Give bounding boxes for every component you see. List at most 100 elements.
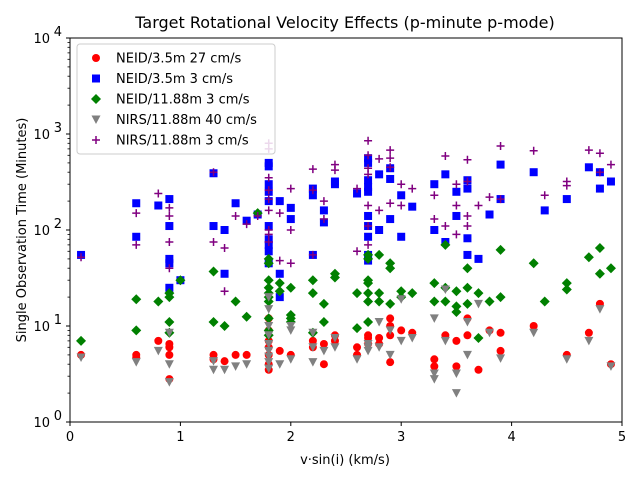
data-point — [451, 306, 462, 317]
data-point — [264, 230, 273, 239]
data-point — [452, 336, 461, 345]
y-tick-exponent: 4 — [54, 25, 62, 40]
data-point — [165, 343, 174, 352]
data-point — [264, 358, 274, 367]
data-point — [606, 362, 616, 371]
data-point — [374, 318, 384, 327]
data-point — [132, 209, 141, 218]
data-point — [353, 247, 362, 256]
data-point — [463, 211, 472, 220]
data-point — [165, 264, 174, 273]
data-point — [264, 162, 273, 171]
data-point — [231, 362, 241, 371]
data-point — [165, 254, 174, 263]
data-point — [352, 323, 363, 334]
x-axis-label: v·sin(i) (km/s) — [300, 453, 390, 468]
data-point — [473, 332, 484, 343]
data-point — [385, 326, 395, 335]
data-point — [375, 206, 384, 215]
y-tick-label: 10 — [33, 224, 50, 239]
data-point — [264, 364, 274, 374]
data-point — [495, 244, 506, 255]
data-point — [208, 317, 219, 328]
data-point — [429, 314, 439, 323]
data-point — [440, 285, 450, 294]
data-point — [253, 211, 262, 220]
data-point — [308, 191, 317, 200]
data-point — [495, 292, 506, 303]
data-point — [451, 301, 462, 312]
data-point — [540, 206, 549, 215]
data-point — [594, 268, 605, 279]
data-point — [451, 369, 461, 379]
data-point — [485, 328, 495, 338]
data-point — [462, 298, 473, 309]
data-point — [584, 146, 593, 155]
data-point — [264, 237, 273, 246]
x-tick-label: 4 — [507, 430, 515, 445]
data-point — [606, 160, 615, 169]
data-point — [584, 163, 593, 172]
data-point — [562, 195, 571, 204]
legend-marker — [92, 54, 100, 62]
data-point — [385, 263, 396, 274]
data-point — [353, 189, 362, 198]
data-point — [132, 240, 141, 249]
data-point — [319, 346, 329, 356]
data-point — [275, 346, 284, 355]
data-point — [440, 239, 451, 250]
data-point — [462, 350, 472, 360]
data-point — [452, 180, 461, 189]
legend-label: NEID/11.88m 3 cm/s — [116, 93, 250, 108]
data-point — [441, 151, 450, 160]
data-point — [76, 335, 87, 346]
data-point — [219, 321, 230, 331]
x-tick-label: 2 — [287, 430, 295, 445]
data-point — [463, 155, 472, 164]
data-point — [463, 250, 472, 259]
data-point — [264, 293, 274, 302]
data-point — [264, 195, 273, 204]
data-point — [364, 222, 373, 231]
data-point — [364, 211, 373, 220]
data-point — [209, 168, 218, 177]
data-point — [529, 168, 538, 177]
data-point — [364, 158, 373, 167]
legend: NEID/3.5m 27 cm/s NEID/3.5m 3 cm/s NEID/11… — [76, 43, 276, 155]
data-point — [396, 295, 406, 304]
data-point — [374, 288, 385, 299]
legend-item: NEID/3.5m 3 cm/s — [92, 72, 233, 87]
y-tick-label: 10 — [33, 32, 50, 47]
data-point — [529, 146, 538, 155]
data-point — [430, 226, 439, 234]
data-point — [408, 202, 417, 211]
data-points — [76, 136, 616, 398]
data-point — [275, 360, 285, 369]
data-point — [164, 378, 174, 387]
legend-label: NIRS/11.88m 3 cm/s — [116, 134, 249, 149]
data-point — [385, 298, 396, 309]
data-point — [496, 141, 505, 150]
data-point — [396, 286, 407, 297]
data-point — [429, 278, 440, 289]
data-point — [231, 211, 240, 220]
data-point — [584, 336, 594, 346]
data-point — [275, 269, 284, 278]
data-point — [330, 343, 340, 352]
data-point — [286, 203, 295, 212]
data-point — [452, 201, 461, 210]
data-point — [153, 346, 163, 356]
data-point — [132, 199, 141, 208]
data-point — [561, 284, 572, 295]
data-point — [529, 322, 538, 330]
data-point — [164, 317, 175, 328]
data-point — [132, 232, 141, 241]
data-point — [264, 346, 274, 356]
data-point — [165, 283, 174, 292]
data-point — [496, 160, 505, 169]
data-point — [319, 339, 328, 348]
data-point — [440, 296, 451, 307]
data-point — [220, 226, 229, 234]
data-point — [264, 247, 273, 256]
data-point — [275, 256, 284, 265]
